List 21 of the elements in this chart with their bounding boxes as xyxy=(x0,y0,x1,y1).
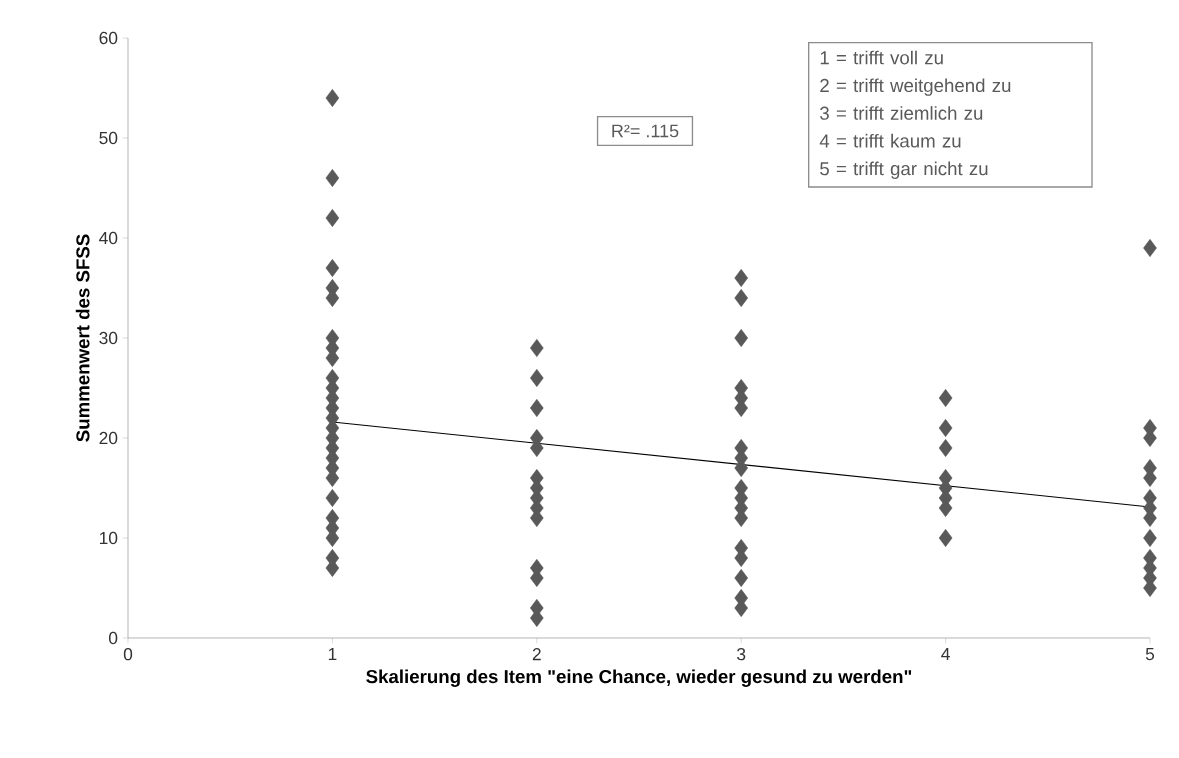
x-tick-label: 2 xyxy=(532,648,541,661)
y-tick-label: 10 xyxy=(99,531,118,545)
x-tick-label: 1 xyxy=(328,648,337,660)
annotation: 5 = trifft gar nicht zu xyxy=(820,161,988,179)
y-tick-label: 0 xyxy=(108,631,118,645)
x-tick-label: 0 xyxy=(123,648,133,661)
annotation: 1 = trifft voll zu xyxy=(820,50,943,65)
x-axis-title: Skalierung des Item "eine Chance, wieder gesund zu werden" xyxy=(366,669,912,687)
x-tick-label: 5 xyxy=(1145,648,1155,661)
y-tick-label: 30 xyxy=(99,331,118,345)
annotation: 4 = trifft kaum zu xyxy=(819,133,961,148)
y-tick-label: 20 xyxy=(99,431,118,445)
y-axis-title: Summenwert des SFSS xyxy=(75,234,90,442)
y-tick-label: 50 xyxy=(99,131,118,145)
x-tick-label: 3 xyxy=(737,648,746,661)
annotation: R²= .115 xyxy=(612,124,679,138)
y-tick-label: 60 xyxy=(99,31,118,45)
x-tick-label: 4 xyxy=(941,648,950,660)
annotation: 3 = trifft ziemlich zu xyxy=(820,106,983,120)
annotation: 2 = trifft weitgehend zu xyxy=(820,78,1011,96)
y-tick-label: 40 xyxy=(99,231,118,245)
